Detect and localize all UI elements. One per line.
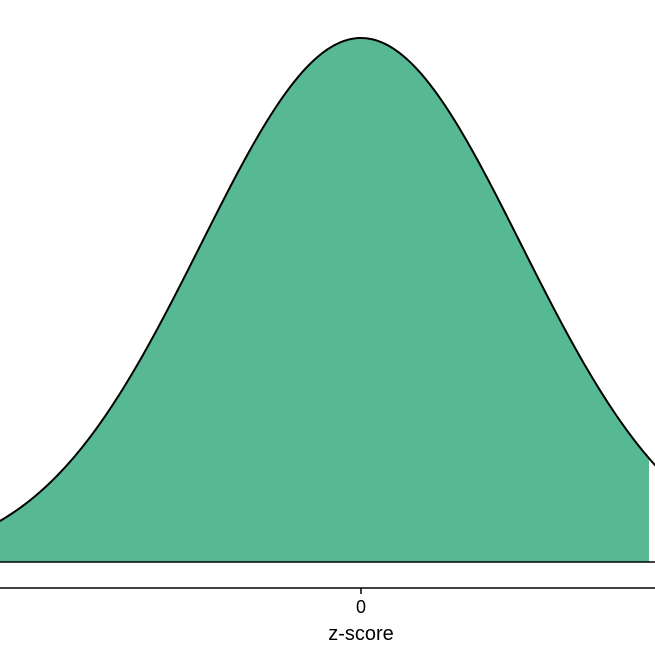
shaded-area [0, 38, 649, 562]
density-curve [0, 36, 655, 523]
x-axis-ticks: 0 [356, 588, 366, 617]
x-tick-label: 0 [356, 597, 366, 617]
x-axis-title: z-score [328, 623, 394, 645]
